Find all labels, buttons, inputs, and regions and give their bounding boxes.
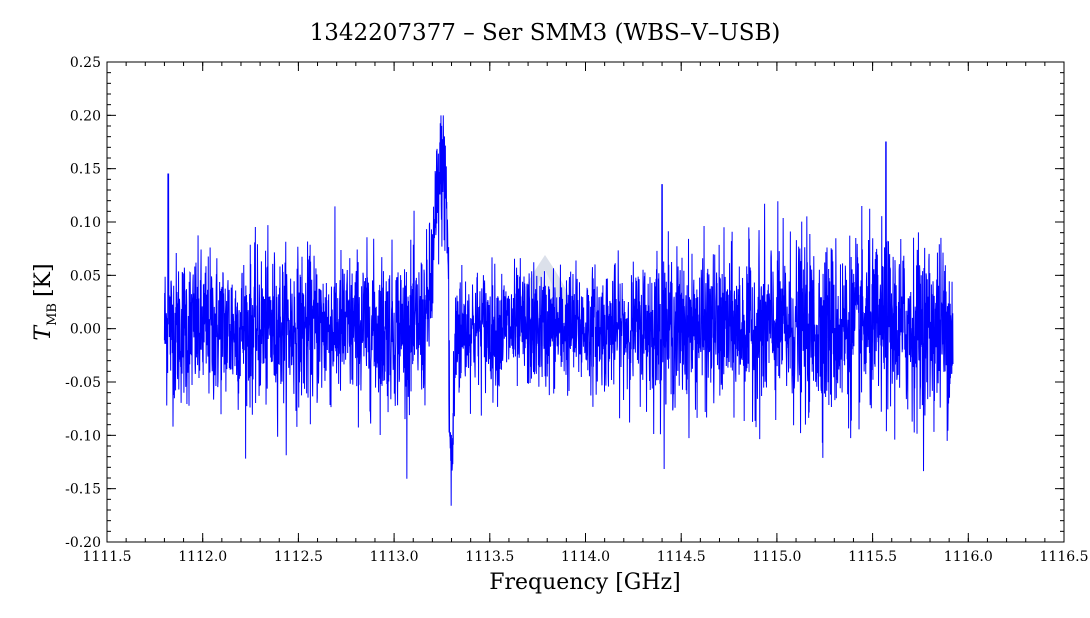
x-tick-label: 1116.0	[944, 549, 993, 565]
x-axis-label: Frequency [GHz]	[489, 570, 681, 595]
x-tick-label: 1113.0	[370, 549, 419, 565]
y-axis-label-main: T	[31, 324, 56, 341]
y-tick-label: -0.20	[65, 535, 101, 551]
y-tick-label: -0.15	[65, 482, 101, 498]
x-tick-label: 1114.5	[657, 549, 706, 565]
y-axis-label: TMB [K]	[31, 263, 60, 340]
y-axis-label-unit: [K]	[31, 263, 56, 297]
series-layer	[163, 115, 954, 506]
x-tick-label: 1116.5	[1040, 549, 1089, 565]
y-tick-label: 0.10	[70, 215, 101, 231]
y-tick-label: 0.20	[70, 108, 101, 124]
y-tick-label: 0.25	[70, 55, 101, 71]
chart-title: 1342207377 – Ser SMM3 (WBS–V–USB)	[310, 20, 781, 46]
x-axis: 1111.5 1112.0 1112.5 1113.0 1113.5 1114.0 1114…	[83, 62, 1089, 565]
y-tick-label: -0.05	[65, 375, 101, 391]
y-tick-label: 0.00	[70, 322, 101, 338]
y-axis-label-sub: MB	[45, 303, 60, 326]
x-tick-label: 1115.0	[752, 549, 801, 565]
x-tick-label: 1112.0	[178, 549, 227, 565]
x-tick-label: 1113.5	[465, 549, 514, 565]
x-tick-label: 1115.5	[848, 549, 897, 565]
y-tick-label: -0.10	[65, 428, 101, 444]
x-tick-label: 1114.0	[561, 549, 610, 565]
y-axis: -0.20 -0.15 -0.10 -0.05 0.00 0.05 0.10 0.15 0.20…	[65, 55, 1064, 551]
x-tick-label: 1111.5	[83, 549, 132, 565]
spectrum-series-line	[163, 115, 954, 506]
x-tick-label: 1112.5	[274, 549, 323, 565]
y-tick-label: 0.05	[70, 268, 101, 284]
y-tick-label: 0.15	[70, 162, 101, 178]
